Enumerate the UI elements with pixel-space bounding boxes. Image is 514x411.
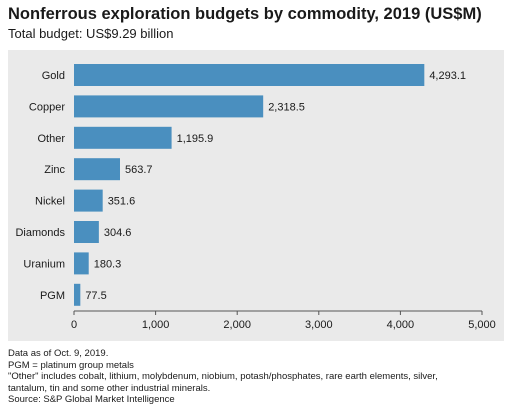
chart-subtitle: Total budget: US$9.29 billion — [8, 26, 174, 41]
category-label-other: Other — [37, 133, 65, 145]
x-tick-label-3000: 3,000 — [305, 319, 333, 331]
note-other-definition: "Other" includes cobalt, lithium, molybd… — [8, 371, 438, 382]
x-tick-label-0: 0 — [71, 319, 77, 331]
value-label-uranium: 180.3 — [94, 258, 122, 270]
chart-notes: Data as of Oct. 9, 2019. PGM = platinum … — [8, 348, 508, 406]
x-tick-label-4000: 4,000 — [387, 319, 415, 331]
category-label-gold: Gold — [42, 70, 65, 82]
category-label-zinc: Zinc — [44, 164, 65, 176]
bar-nickel — [74, 189, 103, 212]
value-label-other: 1,195.9 — [177, 133, 214, 145]
category-label-copper: Copper — [29, 101, 65, 113]
value-label-zinc: 563.7 — [125, 164, 153, 176]
value-label-nickel: 351.6 — [108, 196, 136, 208]
note-pgm-definition: PGM = platinum group metals — [8, 359, 134, 371]
bar-other — [74, 126, 172, 149]
value-label-pgm: 77.5 — [85, 290, 106, 302]
category-label-diamonds: Diamonds — [15, 227, 65, 239]
bar-gold — [74, 64, 425, 86]
value-label-diamonds: 304.6 — [104, 227, 132, 239]
note-other-definition-cont: tantalum, tin and some other industrial … — [8, 382, 211, 394]
bar-zinc — [74, 158, 120, 181]
x-tick-label-2000: 2,000 — [223, 319, 251, 331]
category-label-pgm: PGM — [40, 290, 65, 302]
note-source: Source: S&P Global Market Intelligence — [8, 394, 175, 405]
bar-chart: Gold 4,293.1 Copper 2,318.5 Other 1,195.9 Zinc… — [15, 64, 496, 331]
bar-uranium — [74, 252, 89, 275]
bar-diamonds — [74, 221, 99, 243]
value-label-gold: 4,293.1 — [429, 70, 466, 82]
bar-copper — [74, 95, 264, 118]
category-label-nickel: Nickel — [35, 196, 65, 208]
note-data-date: Data as of Oct. 9, 2019. — [8, 348, 109, 359]
bar-pgm — [74, 283, 81, 306]
value-label-copper: 2,318.5 — [268, 101, 305, 113]
category-label-uranium: Uranium — [23, 258, 65, 270]
x-tick-label-5000: 5,000 — [468, 319, 496, 331]
chart-panel: Gold 4,293.1 Copper 2,318.5 Other 1,195.9 Zinc… — [8, 50, 504, 341]
x-tick-label-1000: 1,000 — [142, 319, 170, 331]
chart-title: Nonferrous exploration budgets by commod… — [8, 5, 482, 23]
